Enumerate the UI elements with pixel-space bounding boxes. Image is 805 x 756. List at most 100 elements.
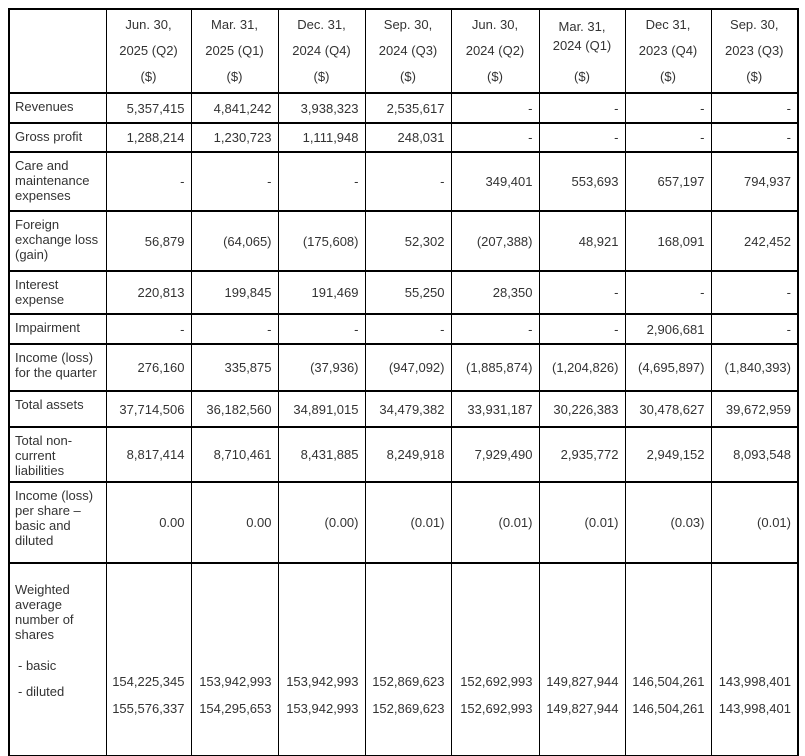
value-cell: 8,710,461: [190, 426, 279, 483]
column-header-line: Sep. 30,: [730, 17, 779, 32]
shares-value-cell: 154,225,345 155,576,337: [105, 562, 192, 756]
column-header-line: ($): [226, 69, 243, 84]
value-cell: 7,929,490: [450, 426, 540, 483]
column-header-line: Dec. 31,: [297, 17, 346, 32]
value-cell: 1,288,214: [105, 122, 192, 153]
row-label: Income (loss) for the quarter: [8, 343, 107, 392]
column-header-line: Jun. 30,: [471, 17, 519, 32]
shares-basic-value: 143,998,401: [718, 674, 791, 689]
value-cell: (0.03): [624, 481, 712, 564]
table-row: Foreign exchange loss (gain) 56,879 (64,06…: [8, 210, 799, 272]
value-cell: (1,885,874): [450, 343, 540, 392]
value-cell: 48,921: [538, 210, 626, 272]
value-cell: (4,695,897): [624, 343, 712, 392]
value-cell: 2,935,772: [538, 426, 626, 483]
value-cell: 28,350: [450, 270, 540, 315]
column-header-line: 2023 (Q4): [638, 43, 698, 58]
value-cell: -: [105, 313, 192, 345]
value-cell: (64,065): [190, 210, 279, 272]
column-header: Jun. 30, 2024 (Q2) ($): [450, 8, 540, 94]
column-header-line: 2024 (Q2): [465, 43, 525, 58]
shares-value-cell: 149,827,944 149,827,944: [538, 562, 626, 756]
shares-value-cell: 152,869,623 152,869,623: [364, 562, 452, 756]
value-cell: 52,302: [364, 210, 452, 272]
shares-diluted-value: 152,692,993: [460, 701, 533, 716]
row-label: Income (loss) per share – basic and dilu…: [8, 481, 107, 564]
value-cell: -: [710, 313, 799, 345]
corner-cell: [8, 8, 107, 94]
shares-basic-value: 153,942,993: [286, 674, 359, 689]
value-cell: 3,938,323: [277, 92, 366, 124]
value-cell: -: [190, 313, 279, 345]
value-cell: 8,249,918: [364, 426, 452, 483]
shares-row: Weighted average number of shares - basic…: [8, 562, 799, 756]
value-cell: 56,879: [105, 210, 192, 272]
value-cell: 34,891,015: [277, 390, 366, 428]
shares-diluted-value: 146,504,261: [632, 701, 705, 716]
shares-basic-value: 149,827,944: [546, 674, 619, 689]
column-header-line: 2024 (Q1): [552, 37, 612, 53]
value-cell: -: [710, 122, 799, 153]
value-cell: -: [190, 151, 279, 212]
table-row: Gross profit 1,288,214 1,230,723 1,111,948 2…: [8, 122, 799, 153]
value-cell: 248,031: [364, 122, 452, 153]
value-cell: 349,401: [450, 151, 540, 212]
row-label: Foreign exchange loss (gain): [8, 210, 107, 272]
value-cell: (0.01): [538, 481, 626, 564]
row-label: Interest expense: [8, 270, 107, 315]
value-cell: 199,845: [190, 270, 279, 315]
value-cell: -: [450, 92, 540, 124]
value-cell: (207,388): [450, 210, 540, 272]
table-row: Care and maintenance expenses - - - -349,401…: [8, 151, 799, 212]
value-cell: (0.01): [364, 481, 452, 564]
column-header-line: 2025 (Q2): [119, 43, 178, 58]
column-header-line: ($): [140, 69, 157, 84]
shares-diluted-value: 149,827,944: [546, 701, 619, 716]
table-row: Total assets 37,714,506 36,182,560 34,891,0…: [8, 390, 799, 428]
value-cell: (175,608): [277, 210, 366, 272]
shares-value-cell: 146,504,261 146,504,261: [624, 562, 712, 756]
shares-value-cell: 153,942,993 154,295,653: [190, 562, 279, 756]
quarterly-financials-table: Jun. 30, 2025 (Q2) ($) Mar. 31, 2025 (Q1) ($)…: [8, 8, 799, 756]
value-cell: -: [538, 92, 626, 124]
row-label: Total assets: [8, 390, 107, 428]
value-cell: 8,093,548: [710, 426, 799, 483]
value-cell: 191,469: [277, 270, 366, 315]
value-cell: -: [364, 313, 452, 345]
column-header-line: 2025 (Q1): [205, 43, 264, 58]
row-label: Care and maintenance expenses: [8, 151, 107, 212]
value-cell: 0.00: [190, 481, 279, 564]
value-cell: 4,841,242: [190, 92, 279, 124]
value-cell: -: [538, 122, 626, 153]
value-cell: 5,357,415: [105, 92, 192, 124]
value-cell: 36,182,560: [190, 390, 279, 428]
column-header-line: Mar. 31,: [211, 17, 258, 32]
value-cell: -: [277, 313, 366, 345]
row-label: Impairment: [8, 313, 107, 345]
value-cell: (0.00): [277, 481, 366, 564]
value-cell: 242,452: [710, 210, 799, 272]
value-cell: 55,250: [364, 270, 452, 315]
column-header-line: Jun. 30,: [125, 17, 172, 32]
value-cell: -: [450, 122, 540, 153]
column-header-line: ($): [313, 69, 330, 84]
column-header-line: Dec 31,: [645, 17, 691, 32]
row-label: Gross profit: [8, 122, 107, 153]
shares-row-label: Weighted average number of shares - basic…: [8, 562, 107, 756]
value-cell: 0.00: [105, 481, 192, 564]
column-header: Sep. 30, 2024 (Q3) ($): [364, 8, 452, 94]
column-header-line: ($): [746, 69, 763, 84]
value-cell: 657,197: [624, 151, 712, 212]
value-cell: 33,931,187: [450, 390, 540, 428]
value-cell: 1,111,948: [277, 122, 366, 153]
shares-diluted-value: 155,576,337: [112, 701, 185, 716]
value-cell: 34,479,382: [364, 390, 452, 428]
row-label: Revenues: [8, 92, 107, 124]
shares-basic-value: 152,692,993: [460, 674, 533, 689]
column-header-line: 2023 (Q3): [724, 43, 784, 58]
value-cell: -: [710, 270, 799, 315]
value-cell: 220,813: [105, 270, 192, 315]
value-cell: 8,431,885: [277, 426, 366, 483]
shares-basic-label: - basic: [18, 658, 57, 673]
